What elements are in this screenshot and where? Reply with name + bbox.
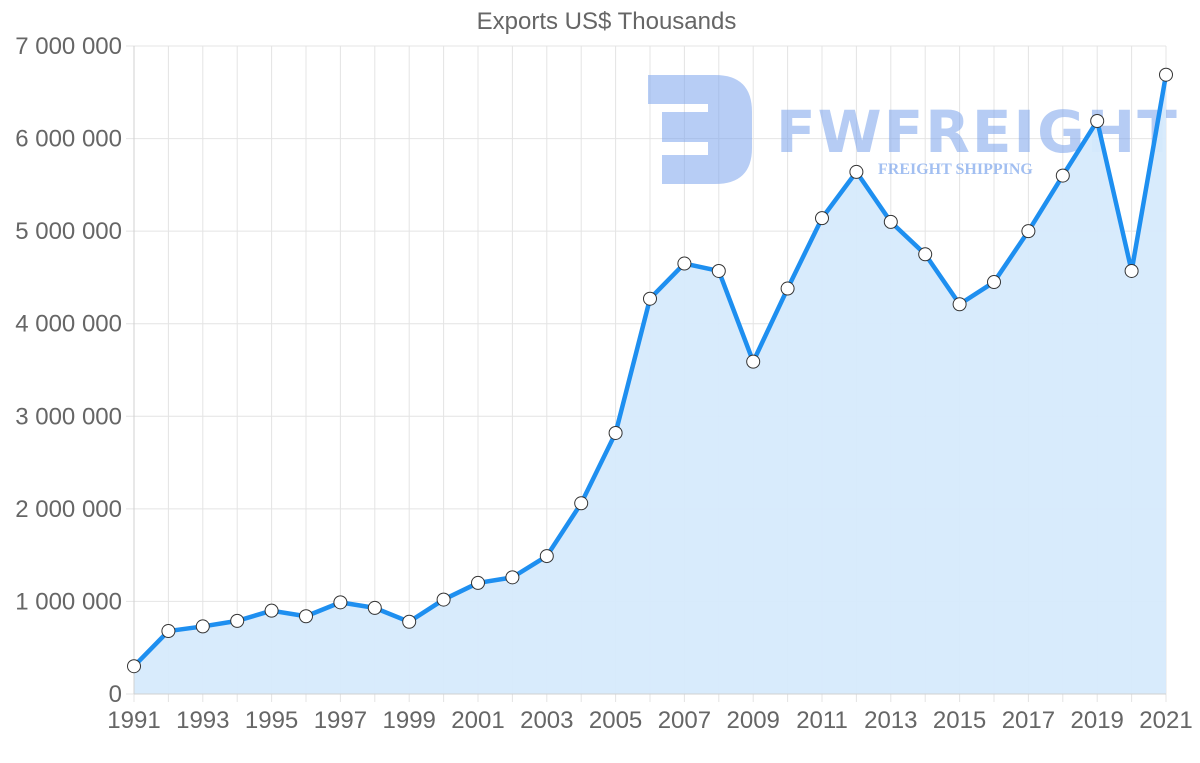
data-point[interactable] <box>299 609 313 624</box>
x-tick-label: 1997 <box>314 707 367 734</box>
axes <box>133 46 1166 695</box>
data-point[interactable] <box>883 214 898 229</box>
data-point[interactable] <box>471 575 485 590</box>
data-points <box>127 67 1173 674</box>
x-tick-label: 2015 <box>933 707 986 734</box>
x-tick-label: 2011 <box>796 707 848 734</box>
x-tick-label: 2003 <box>520 707 573 734</box>
data-point[interactable] <box>264 603 279 618</box>
data-point[interactable] <box>333 595 348 610</box>
data-point[interactable] <box>505 570 520 585</box>
y-tick-label: 4 000 000 <box>15 311 122 338</box>
x-axis-ticks: 1991 1993 1995 1997 1999 2001 2003 2005 2007 2009… <box>107 707 1192 734</box>
area-fill <box>134 74 1166 694</box>
x-tick-label: 2009 <box>727 707 780 734</box>
fwfreight-logo-icon <box>648 75 752 184</box>
y-axis-ticks: 0 1 000 000 2 000 000 3 000 000 4 000 000 5 0… <box>15 33 122 708</box>
y-tick-label: 6 000 000 <box>15 126 122 153</box>
x-tick-label: 1999 <box>383 707 436 734</box>
data-point[interactable] <box>987 275 1001 290</box>
data-point[interactable] <box>711 263 726 278</box>
chart-title: Exports US$ Thousands <box>476 8 737 35</box>
data-point[interactable] <box>161 624 176 639</box>
data-point[interactable] <box>367 600 382 615</box>
y-tick-label: 5 000 000 <box>15 218 122 245</box>
data-point[interactable] <box>1021 224 1036 239</box>
data-point[interactable] <box>436 592 451 607</box>
data-point[interactable] <box>402 614 417 629</box>
y-tick-label: 3 000 000 <box>15 403 122 430</box>
data-point[interactable] <box>643 291 657 306</box>
data-point[interactable] <box>815 211 829 226</box>
data-point[interactable] <box>780 281 795 296</box>
fwfreight-watermark: FWFREIGHT FREIGHT SHIPPING <box>648 75 1179 184</box>
watermark-tagline: FREIGHT SHIPPING <box>878 161 1033 178</box>
data-point[interactable] <box>195 619 210 634</box>
x-tick-label: 1995 <box>245 707 298 734</box>
x-tick-label: 1993 <box>176 707 229 734</box>
data-point[interactable] <box>608 425 623 440</box>
data-point[interactable] <box>677 256 692 271</box>
data-point[interactable] <box>127 659 141 674</box>
y-tick-label: 1 000 000 <box>15 588 122 615</box>
data-point[interactable] <box>574 496 589 511</box>
data-point[interactable] <box>1090 113 1105 128</box>
data-point[interactable] <box>1055 168 1070 183</box>
data-point[interactable] <box>539 549 554 564</box>
data-point[interactable] <box>230 613 245 628</box>
x-tick-label: 2001 <box>451 707 504 734</box>
y-tick-label: 2 000 000 <box>15 496 122 523</box>
data-point[interactable] <box>1159 67 1173 82</box>
x-tick-label: 2017 <box>1002 707 1055 734</box>
x-tick-label: 2013 <box>864 707 917 734</box>
x-tick-label: 2021 <box>1139 707 1192 734</box>
data-point[interactable] <box>952 297 967 312</box>
data-point[interactable] <box>918 247 933 262</box>
data-point[interactable] <box>1124 263 1139 278</box>
x-tick-label: 2005 <box>589 707 642 734</box>
watermark-brand: FWFREIGHT <box>776 98 1179 166</box>
x-tick-label: 1991 <box>107 707 160 734</box>
y-tick-label: 7 000 000 <box>15 33 122 60</box>
y-tick-label: 0 <box>109 681 122 708</box>
x-tick-label: 2019 <box>1071 707 1124 734</box>
data-point[interactable] <box>849 164 864 179</box>
data-point[interactable] <box>746 354 761 369</box>
x-tick-label: 2007 <box>658 707 711 734</box>
